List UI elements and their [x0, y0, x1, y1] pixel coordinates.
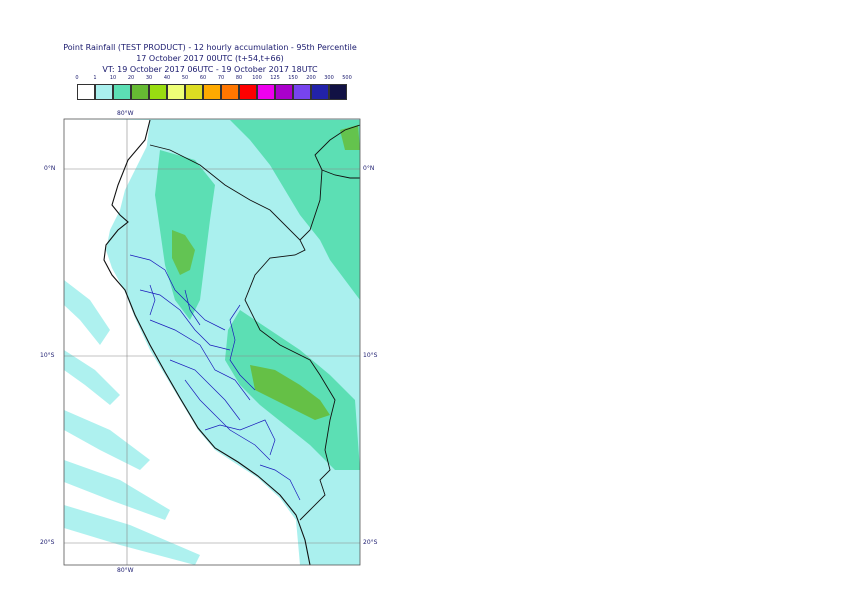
legend-threshold-label: 70: [217, 75, 225, 81]
legend-threshold-label: 500: [342, 75, 352, 81]
lon-label-bottom: 80°W: [117, 567, 134, 574]
legend-color-box: [185, 84, 203, 100]
legend-threshold-label: 300: [324, 75, 334, 81]
lon-label-top: 80°W: [117, 110, 134, 117]
legend-color-box: [77, 84, 95, 100]
country-border: [149, 124, 360, 521]
legend-threshold-label: 20: [127, 75, 135, 81]
legend-color-box: [293, 84, 311, 100]
legend-color-box: [167, 84, 185, 100]
legend-threshold-label: 125: [270, 75, 280, 81]
map-title: Point Rainfall (TEST PRODUCT) - 12 hourl…: [63, 43, 357, 52]
legend-threshold-label: 150: [288, 75, 298, 81]
color-legend: 0 1 10 20 30 40 50 60 70 80 100 125 150 200 300 500: [75, 75, 352, 101]
legend-threshold-label: 100: [252, 75, 262, 81]
legend-threshold-label: 30: [145, 75, 153, 81]
legend-threshold-label: 10: [109, 75, 117, 81]
legend-threshold-label: 40: [163, 75, 171, 81]
admin-borders: [129, 254, 301, 501]
valid-time: VT: 19 October 2017 06UTC - 19 October 2…: [102, 65, 318, 74]
legend-color-box: [113, 84, 131, 100]
rain-band-20-30: [250, 365, 330, 420]
legend-color-box: [329, 84, 347, 100]
legend-threshold-label: 80: [235, 75, 243, 81]
legend-color-box: [203, 84, 221, 100]
legend-color-box: [95, 84, 113, 100]
map-border: [63, 118, 361, 566]
rain-patch-ne: [340, 125, 360, 150]
legend-threshold-label: 1: [93, 75, 97, 81]
ocean-rain-streaks: [64, 280, 200, 565]
lat-label-right-20s: 20°S: [363, 539, 378, 546]
rain-band-20-30-north: [172, 230, 195, 275]
legend-color-box: [149, 84, 167, 100]
legend-threshold-label: 0: [75, 75, 79, 81]
legend-color-box: [131, 84, 149, 100]
coastline: [103, 119, 311, 565]
legend-color-box: [239, 84, 257, 100]
base-time: 17 October 2017 00UTC (t+54,t+66): [136, 54, 284, 63]
legend-color-box: [311, 84, 329, 100]
legend-color-box: [221, 84, 239, 100]
legend-color-box: [257, 84, 275, 100]
legend-threshold-label: 50: [181, 75, 189, 81]
rain-band-10-20: [230, 120, 360, 300]
lat-label-left-0: 0°N: [44, 165, 56, 172]
lat-label-right-0: 0°N: [363, 165, 375, 172]
lat-label-left-10s: 10°S: [40, 352, 55, 359]
legend-threshold-label: 200: [306, 75, 316, 81]
legend-color-box: [275, 84, 293, 100]
legend-threshold-label: 60: [199, 75, 207, 81]
lat-label-left-20s: 20°S: [40, 539, 55, 546]
lat-label-right-10s: 10°S: [363, 352, 378, 359]
